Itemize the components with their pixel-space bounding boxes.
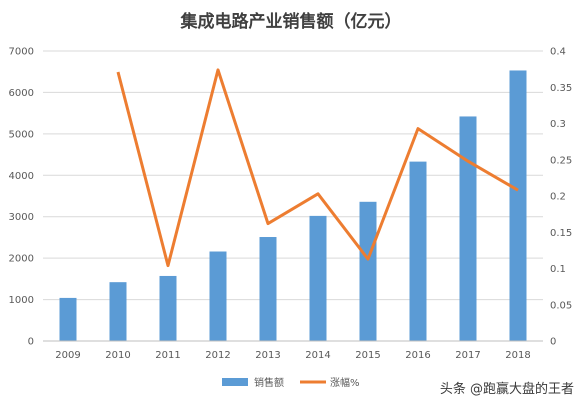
left-axis-tick-label: 7000	[9, 47, 34, 58]
right-axis-tick-label: 0.4	[550, 47, 566, 58]
right-axis-tick-label: 0.05	[550, 300, 572, 311]
legend-swatch-bar	[222, 378, 248, 386]
right-axis-tick-label: 0.15	[550, 228, 572, 239]
right-axis-tick-label: 0	[550, 337, 556, 348]
right-axis-tick-label: 0.1	[550, 264, 566, 275]
right-axis-tick-label: 0.3	[550, 119, 566, 130]
bar	[259, 237, 277, 341]
legend-label-line: 涨幅%	[330, 376, 360, 389]
x-axis: 2009 2010 2011 2012 2013 2014 2015 2016 2017 2018	[43, 340, 543, 361]
gridlines	[43, 50, 543, 301]
right-axis-tick-label: 0.25	[550, 155, 572, 166]
watermark: 头条 @跑赢大盘的王者	[440, 381, 574, 397]
x-axis-tick-label: 2014	[305, 350, 330, 361]
x-axis-tick-label: 2010	[105, 350, 130, 361]
bar	[359, 201, 377, 341]
bar	[209, 251, 227, 341]
left-axis-tick-label: 2000	[9, 254, 34, 265]
x-axis-tick-label: 2018	[505, 350, 530, 361]
bar	[409, 161, 427, 341]
right-axis-tick-label: 0.2	[550, 192, 566, 203]
left-axis-tick-label: 6000	[9, 88, 34, 99]
line-series	[116, 68, 519, 268]
x-axis-tick-label: 2011	[155, 350, 180, 361]
bar	[109, 282, 127, 341]
bar	[59, 297, 77, 341]
right-axis-tick-label: 0.35	[550, 83, 572, 94]
left-axis: 0 1000 2000 3000 4000 5000 6000 7000	[9, 47, 34, 348]
left-axis-tick-label: 4000	[9, 171, 34, 182]
right-axis: 0 0.05 0.1 0.15 0.2 0.25 0.3 0.35 0.4	[550, 47, 572, 348]
left-axis-tick-label: 1000	[9, 295, 34, 306]
x-axis-tick-label: 2015	[355, 350, 380, 361]
bar	[309, 215, 327, 341]
bar-series	[59, 70, 527, 341]
x-axis-tick-label: 2017	[455, 350, 480, 361]
bar	[509, 70, 527, 341]
chart-title: 集成电路产业销售额（亿元）	[180, 11, 402, 32]
x-axis-tick-label: 2009	[55, 350, 80, 361]
left-axis-tick-label: 0	[28, 337, 34, 348]
left-axis-tick-label: 5000	[9, 129, 34, 140]
x-axis-tick-label: 2013	[255, 350, 280, 361]
left-axis-tick-label: 3000	[9, 212, 34, 223]
legend-label-bar: 销售额	[254, 376, 284, 389]
bar	[459, 116, 477, 341]
x-axis-tick-label: 2016	[405, 350, 430, 361]
legend: 销售额 涨幅%	[222, 376, 360, 389]
growth-line	[116, 68, 519, 268]
x-axis-tick-label: 2012	[205, 350, 230, 361]
bar	[159, 275, 177, 341]
